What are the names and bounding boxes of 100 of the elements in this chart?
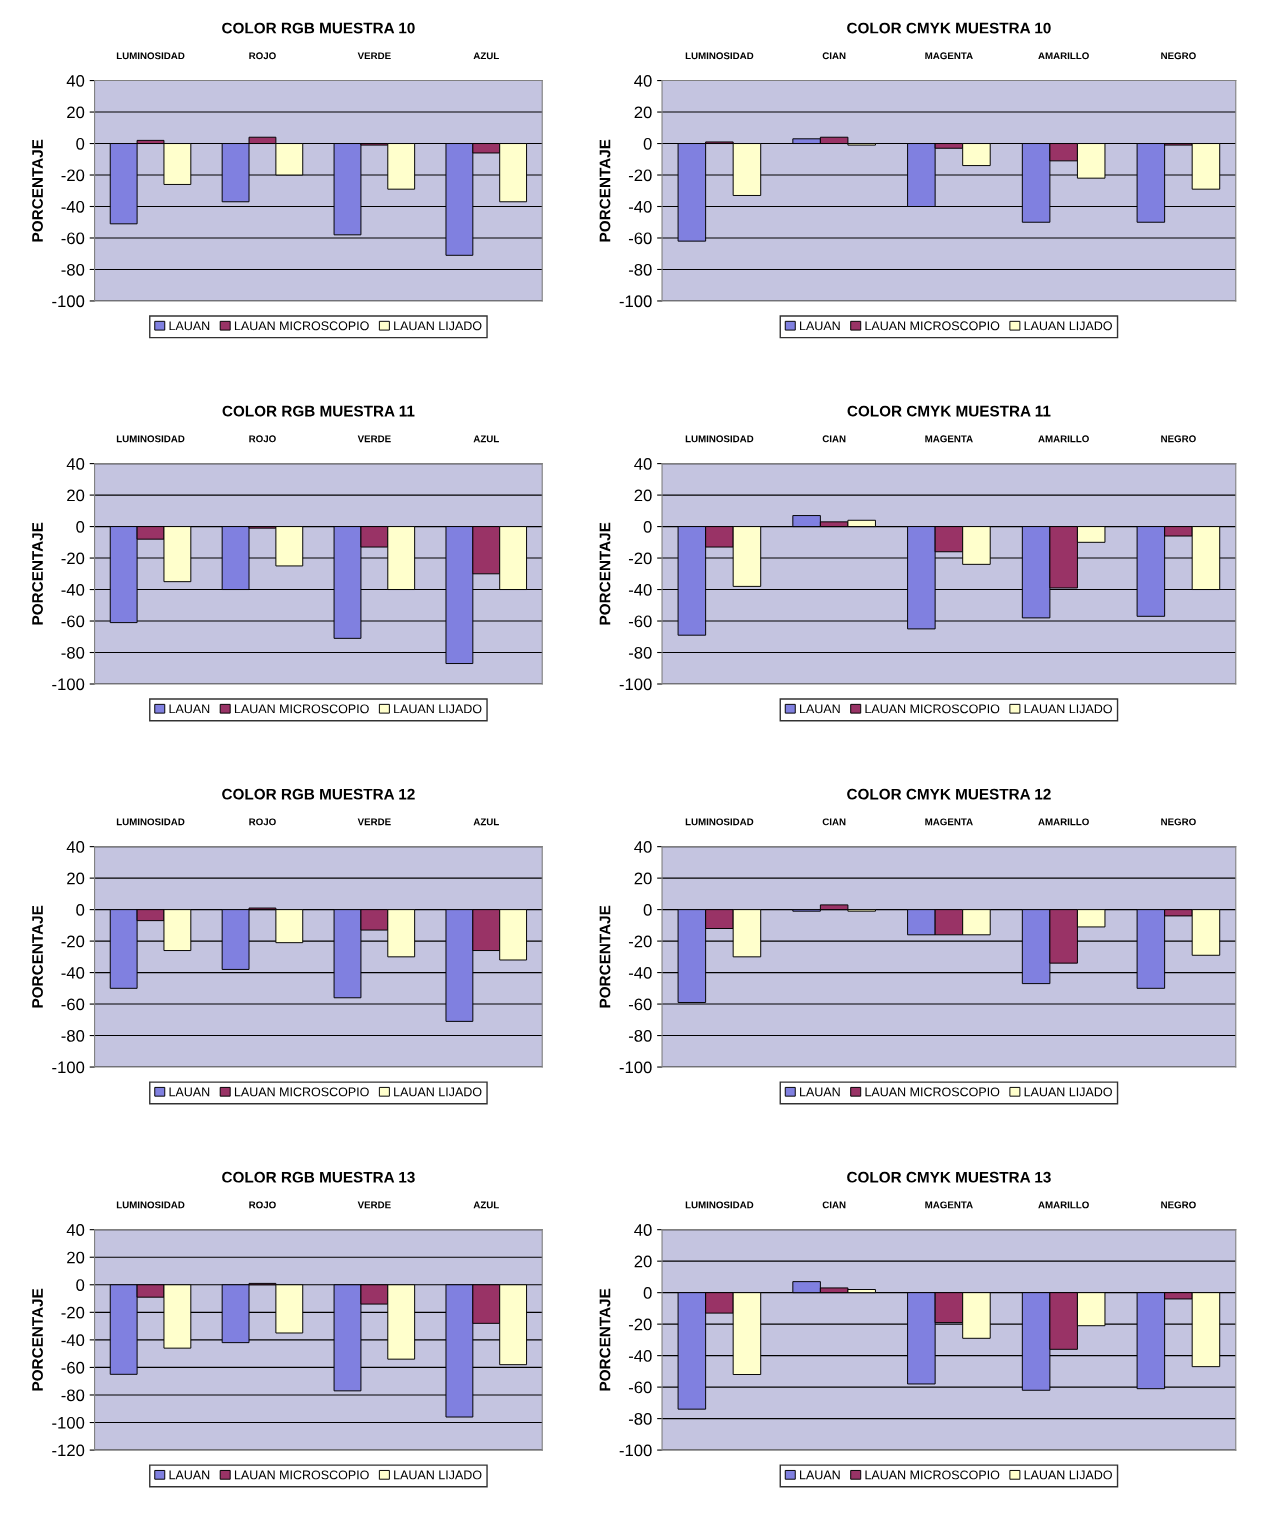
legend-label: LAUAN [800, 1087, 840, 1097]
legend-label: LAUAN MICROSCOPIO [865, 1470, 1000, 1480]
x-tick-label: LUMINOSIDAD [685, 435, 754, 443]
y-tick-label: 0 [643, 520, 652, 533]
x-tick-label: CIAN [822, 1201, 846, 1209]
y-tick-label: -40 [628, 200, 652, 213]
x-tick-label: LUMINOSIDAD [685, 1201, 754, 1209]
y-tick-label: -100 [619, 1444, 652, 1457]
y-tick-label: 20 [67, 106, 85, 119]
y-tick-label: 0 [643, 904, 652, 916]
y-tick-label: 40 [66, 1224, 85, 1236]
x-tick-label: NEGRO [1161, 1201, 1196, 1209]
legend-label: LAUAN [169, 321, 210, 331]
x-tick-label: AMARILLO [1038, 1201, 1089, 1209]
y-tick-label: -60 [61, 232, 85, 245]
y-tick-label: 0 [76, 1279, 85, 1291]
legend-label: LAUAN MICROSCOPIO [234, 321, 369, 331]
legend-label: LAUAN LIJADO [1024, 321, 1112, 331]
y-tick-label: -80 [628, 1029, 652, 1042]
legend-label: LAUAN [800, 321, 840, 331]
legend-label: LAUAN LIJADO [1024, 1087, 1112, 1097]
y-tick-label: -100 [52, 678, 85, 691]
y-tick-label: 40 [634, 841, 652, 853]
x-tick-label: CIAN [822, 818, 846, 826]
legend-label: LAUAN LIJADO [1024, 704, 1112, 714]
y-tick-label: -80 [628, 263, 652, 276]
x-tick-label: LUMINOSIDAD [685, 52, 754, 60]
x-tick-label: MAGENTA [925, 435, 973, 443]
y-tick-label: -80 [61, 1389, 85, 1402]
x-tick-label: ROJO [249, 435, 276, 443]
y-tick-label: 0 [76, 137, 85, 150]
x-tick-label: VERDE [357, 1201, 391, 1209]
y-axis-title: PORCENTAJE [32, 905, 43, 1008]
chart-title: COLOR CMYK MUESTRA 12 [847, 788, 1051, 800]
y-tick-label: -80 [61, 646, 85, 659]
x-tick-label: AZUL [473, 818, 499, 826]
y-tick-label: -60 [61, 1361, 85, 1374]
y-tick-label: -120 [52, 1444, 85, 1457]
y-axis-title: PORCENTAJE [599, 139, 611, 242]
y-axis-title: PORCENTAJE [599, 1288, 611, 1391]
y-tick-label: 20 [67, 872, 85, 885]
y-tick-label: -100 [52, 1416, 85, 1429]
legend-label: LAUAN MICROSCOPIO [865, 1087, 1000, 1097]
chart-title: COLOR RGB MUESTRA 11 [222, 405, 415, 417]
y-tick-label: -20 [61, 935, 85, 948]
y-tick-label: -40 [61, 966, 85, 979]
y-axis-title: PORCENTAJE [599, 522, 611, 625]
y-tick-label: -100 [52, 295, 85, 308]
chart-title: COLOR CMYK MUESTRA 13 [847, 1171, 1051, 1183]
x-tick-label: LUMINOSIDAD [116, 435, 185, 443]
x-tick-label: LUMINOSIDAD [685, 818, 754, 826]
y-tick-label: 40 [634, 74, 652, 87]
legend-label: LAUAN MICROSCOPIO [234, 1087, 369, 1097]
x-tick-label: AMARILLO [1038, 52, 1089, 60]
x-tick-label: MAGENTA [925, 1201, 973, 1209]
y-tick-label: -40 [628, 583, 652, 596]
y-tick-label: -20 [61, 552, 85, 565]
y-tick-label: -20 [61, 169, 85, 182]
y-tick-label: 20 [634, 489, 652, 502]
y-tick-label: -100 [619, 678, 652, 691]
x-tick-label: ROJO [249, 1201, 276, 1209]
y-tick-label: 20 [67, 1251, 85, 1264]
legend-label: LAUAN LIJADO [1024, 1470, 1112, 1480]
chart-title: COLOR RGB MUESTRA 10 [222, 22, 415, 34]
y-tick-label: 40 [66, 458, 85, 470]
y-tick-label: -100 [52, 1061, 85, 1074]
x-tick-label: LUMINOSIDAD [116, 1201, 185, 1209]
legend-label: LAUAN [169, 704, 210, 714]
legend-label: LAUAN MICROSCOPIO [865, 704, 1000, 714]
y-tick-label: -20 [628, 1318, 652, 1331]
legend-label: LAUAN LIJADO [394, 321, 482, 331]
chart-title: COLOR CMYK MUESTRA 11 [847, 405, 1051, 417]
y-tick-label: -60 [61, 998, 85, 1011]
y-tick-label: 20 [634, 1255, 652, 1268]
y-tick-label: 0 [643, 137, 652, 150]
y-tick-label: 0 [76, 520, 85, 533]
legend-label: LAUAN LIJADO [394, 1087, 482, 1097]
x-tick-label: MAGENTA [925, 52, 973, 60]
y-tick-label: -100 [619, 295, 652, 308]
y-axis-title: PORCENTAJE [599, 905, 611, 1008]
y-tick-label: -60 [61, 615, 85, 628]
y-tick-label: -80 [61, 263, 85, 276]
y-tick-label: -80 [628, 1413, 652, 1425]
y-tick-label: -20 [628, 935, 652, 948]
y-tick-label: -60 [628, 232, 652, 245]
x-tick-label: AMARILLO [1038, 435, 1089, 443]
x-tick-label: NEGRO [1161, 435, 1196, 443]
y-tick-label: 40 [634, 458, 652, 470]
y-tick-label: -40 [61, 200, 85, 213]
x-tick-label: AZUL [473, 52, 499, 60]
y-tick-label: -80 [61, 1029, 85, 1042]
y-tick-label: 0 [643, 1287, 652, 1299]
y-tick-label: -20 [628, 169, 652, 182]
y-tick-label: 20 [634, 872, 652, 885]
y-tick-label: 0 [76, 904, 85, 916]
y-tick-label: -40 [628, 1350, 652, 1362]
x-tick-label: AZUL [473, 1201, 499, 1209]
chart-title: COLOR RGB MUESTRA 13 [222, 1171, 415, 1183]
legend-label: LAUAN [800, 1470, 840, 1480]
x-tick-label: NEGRO [1161, 52, 1196, 60]
